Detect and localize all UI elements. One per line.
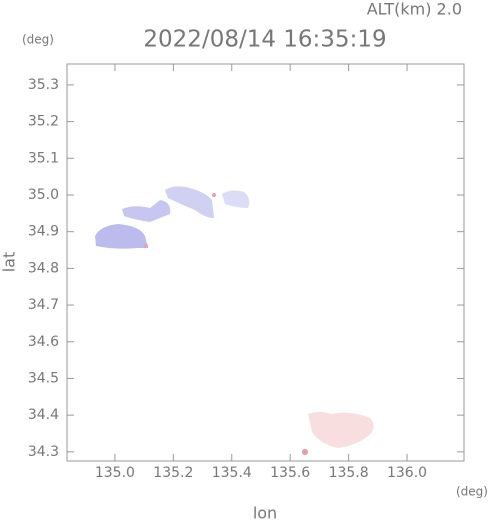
x-tick-label: 136.0 — [387, 465, 427, 481]
y-tick-label: 35.2 — [28, 114, 59, 130]
x-tick-label: 135.0 — [95, 465, 135, 481]
y-tick-label: 35.0 — [28, 187, 59, 203]
chart-title: 2022/08/14 16:35:19 — [143, 27, 386, 53]
echo-spot — [144, 244, 148, 248]
y-tick-label: 34.4 — [28, 407, 59, 423]
echo-spot — [212, 193, 216, 197]
echo-regions — [95, 186, 374, 455]
plot-frame — [66, 63, 465, 462]
echo-blob — [165, 186, 214, 218]
altitude-label: ALT(km) 2.0 — [367, 0, 462, 19]
y-tick-label: 34.6 — [28, 334, 59, 350]
echo-blob — [122, 200, 171, 222]
x-axis-label: lon — [253, 504, 277, 521]
x-tick-label: 135.8 — [329, 465, 369, 481]
y-tick-label: 34.9 — [28, 224, 59, 240]
x-tick-label: 135.4 — [212, 465, 252, 481]
y-tick-label: 35.1 — [28, 150, 59, 166]
y-tick-label: 34.5 — [28, 370, 59, 386]
y-tick-label: 34.7 — [28, 297, 59, 313]
y-tick-label: 34.8 — [28, 260, 59, 276]
x-tick-label: 135.2 — [153, 465, 193, 481]
x-unit: (deg) — [456, 485, 488, 499]
echo-blob — [308, 412, 374, 448]
echo-spot — [302, 449, 308, 455]
y-tick-label: 35.3 — [28, 77, 59, 93]
echo-blob — [95, 224, 148, 249]
echo-blob — [222, 190, 250, 208]
y-tick-label: 34.3 — [28, 444, 59, 460]
x-tick-label: 135.6 — [270, 465, 310, 481]
y-unit: (deg) — [22, 33, 54, 47]
y-axis-label: lat — [0, 252, 19, 273]
